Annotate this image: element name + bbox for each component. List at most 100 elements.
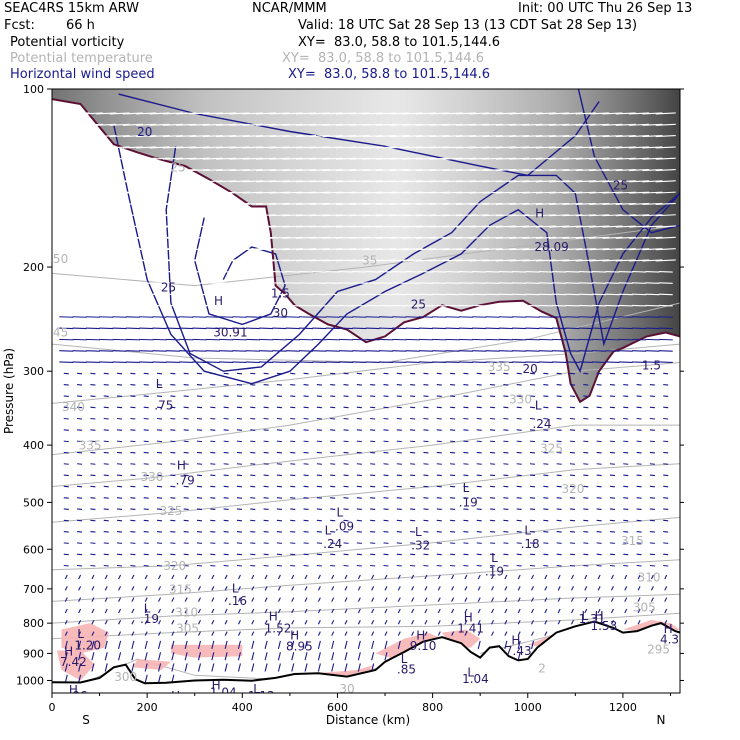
wind-vector (109, 259, 130, 262)
wind-vector (389, 248, 410, 251)
wind-vector (463, 508, 469, 511)
wind-vector (562, 180, 583, 183)
wind-vector (389, 191, 410, 194)
wind-vector (664, 586, 668, 591)
wind-vector (245, 361, 260, 364)
wind-vector (136, 135, 157, 138)
wind-vector (602, 191, 623, 194)
wind-vector (389, 259, 410, 262)
wind-vector (623, 372, 629, 375)
wind-vector (290, 531, 296, 533)
wind-vector (578, 327, 593, 330)
wind-vector (352, 316, 367, 318)
wind-vector (237, 640, 241, 650)
wind-vector (629, 191, 650, 194)
wind-vector (389, 146, 410, 149)
wind-vector (202, 191, 223, 194)
wind-vector (378, 327, 394, 330)
chart-annotation: H (171, 689, 180, 703)
wind-vector (144, 640, 148, 650)
wind-vector (202, 236, 223, 239)
wind-vector (396, 542, 402, 544)
wind-vector (509, 168, 530, 172)
wind-vector (277, 640, 281, 650)
wind-vector (517, 574, 521, 580)
wind-vector (596, 429, 602, 431)
wind-vector (170, 542, 176, 544)
wind-vector (535, 112, 556, 115)
wind-vector (210, 553, 216, 556)
wind-vector (489, 485, 496, 488)
wind-vector (285, 270, 300, 273)
wind-vector (405, 316, 420, 318)
wind-vector (322, 236, 343, 239)
wind-vector (103, 519, 109, 522)
wind-vector (562, 191, 583, 194)
wind-vector (642, 180, 663, 183)
wind-vector (575, 157, 596, 160)
wind-vector (649, 451, 655, 454)
wind-vector (139, 304, 154, 307)
wind-vector (189, 146, 210, 149)
wind-vector (472, 293, 487, 296)
wind-vector (592, 293, 607, 296)
wind-vector (179, 316, 194, 318)
wind-vector (410, 406, 416, 409)
wind-vector (384, 597, 388, 602)
wind-vector (356, 417, 362, 420)
wind-vector (649, 553, 655, 556)
y-axis-label: Pressure (hPa) (2, 348, 16, 434)
wind-vector (184, 640, 188, 650)
wind-vector (192, 304, 207, 307)
wind-vector (69, 123, 90, 126)
wind-vector (259, 338, 274, 341)
wind-vector (85, 350, 100, 352)
wind-vector (162, 112, 183, 115)
wind-vector (69, 236, 90, 239)
wind-vector (316, 384, 322, 386)
wind-vector (103, 564, 109, 567)
wind-vector (192, 350, 207, 352)
wind-vector (655, 180, 676, 183)
wind-vector (162, 191, 183, 194)
wind-vector (529, 451, 536, 454)
wind-vector (450, 417, 456, 420)
wind-vector (565, 270, 580, 273)
wind-vector (562, 214, 583, 217)
wind-vector (103, 384, 109, 386)
wind-vector (183, 384, 189, 386)
wind-vector (269, 214, 290, 217)
wind-vector (343, 417, 349, 420)
wind-vector (589, 259, 610, 262)
wind-vector (418, 282, 433, 284)
wind-vector (469, 180, 490, 183)
wind-vector (251, 608, 255, 614)
wind-vector (469, 112, 490, 115)
wind-vector (629, 236, 650, 239)
wind-vector (356, 440, 362, 443)
wind-vector (296, 259, 317, 262)
wind-vector (90, 553, 96, 556)
wind-vector (77, 417, 83, 420)
wind-vector (183, 553, 189, 556)
plot-area: 202535034525H30.911.530L.75340335H.79330… (52, 89, 680, 703)
wind-vector (529, 519, 536, 522)
wind-vector (156, 406, 163, 409)
wind-vector (464, 620, 468, 625)
wind-vector (343, 474, 349, 477)
wind-vector (609, 519, 615, 522)
wind-vector (99, 316, 114, 318)
wind-vector (489, 564, 496, 567)
wind-vector (543, 497, 549, 499)
fcst-value: 66 h (66, 18, 95, 33)
wind-vector (170, 406, 176, 409)
wind-vector (192, 316, 207, 318)
wind-vector (583, 564, 589, 567)
wind-vector (109, 236, 130, 239)
wind-vector (69, 248, 90, 251)
wind-vector (383, 531, 389, 533)
wind-vector (649, 485, 655, 488)
wind-vector (516, 440, 522, 443)
wind-vector (171, 620, 175, 625)
wind-vector (583, 485, 589, 488)
